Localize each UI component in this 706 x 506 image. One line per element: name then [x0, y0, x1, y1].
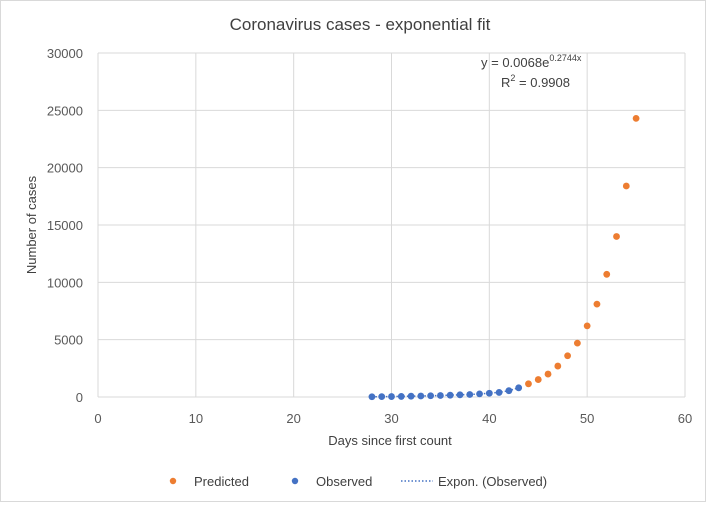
x-tick-label: 20	[286, 411, 300, 426]
r2-prefix: R	[501, 75, 510, 90]
point-observed	[388, 393, 395, 400]
y-tick-label: 15000	[47, 218, 83, 233]
point-observed	[495, 389, 503, 396]
r2-power: 2	[510, 73, 515, 83]
y-tick-label: 20000	[47, 161, 83, 176]
point-predicted	[593, 300, 601, 308]
legend-marker-observed	[291, 477, 299, 485]
y-axis-ticks: 0 5000 10000 15000 20000 25000 30000	[47, 46, 83, 405]
chart-title: Coronavirus cases - exponential fit	[230, 15, 491, 34]
point-observed	[407, 392, 415, 400]
point-predicted	[603, 270, 611, 278]
equation-prefix: y = 0.0068e	[481, 55, 549, 70]
point-observed	[476, 390, 483, 398]
point-observed	[368, 393, 376, 401]
point-predicted	[525, 380, 532, 388]
point-observed	[437, 392, 444, 399]
point-observed	[427, 392, 435, 400]
point-predicted	[573, 339, 581, 347]
x-tick-label: 10	[189, 411, 203, 426]
point-observed	[397, 393, 405, 400]
x-tick-label: 0	[94, 411, 101, 426]
point-predicted	[583, 322, 591, 330]
point-observed	[505, 387, 513, 395]
point-observed	[515, 384, 523, 392]
point-predicted	[544, 370, 552, 378]
point-predicted	[632, 114, 640, 122]
y-tick-label: 25000	[47, 103, 83, 118]
y-axis-label: Number of cases	[24, 175, 39, 274]
x-tick-label: 40	[482, 411, 496, 426]
x-axis-label: Days since first count	[328, 433, 452, 448]
x-tick-label: 30	[384, 411, 398, 426]
point-predicted	[564, 352, 571, 360]
trendline-equation-text: y = 0.0068e0.2744x	[481, 53, 582, 70]
data-points	[368, 114, 640, 401]
legend: Predicted Observed Expon. (Observed)	[169, 474, 547, 489]
r2-value: = 0.9908	[515, 75, 570, 90]
point-observed	[466, 391, 474, 398]
trendline-equation: y = 0.0068e0.2744x R2 = 0.9908	[481, 53, 582, 90]
legend-label-predicted: Predicted	[194, 474, 249, 489]
y-tick-label: 10000	[47, 275, 83, 290]
point-predicted	[534, 376, 542, 383]
point-observed	[417, 392, 425, 400]
point-predicted	[622, 182, 630, 190]
equation-exponent: 0.2744x	[549, 53, 582, 63]
x-axis-ticks: 0 10 20 30 40 50 60	[94, 411, 692, 426]
x-tick-label: 50	[580, 411, 594, 426]
y-tick-label: 30000	[47, 46, 83, 61]
legend-label-observed: Observed	[316, 474, 372, 489]
legend-marker-predicted	[169, 477, 177, 485]
point-predicted	[554, 362, 562, 370]
point-predicted	[613, 233, 620, 240]
point-observed	[456, 391, 464, 399]
point-observed	[446, 391, 454, 399]
y-tick-label: 5000	[54, 333, 83, 348]
trendline-group	[371, 387, 519, 398]
trendline-r-squared: R2 = 0.9908	[501, 73, 570, 90]
y-tick-label: 0	[76, 390, 83, 405]
legend-label-trendline: Expon. (Observed)	[438, 474, 547, 489]
x-tick-label: 60	[678, 411, 692, 426]
gridlines	[97, 52, 686, 398]
trendline-path	[371, 387, 519, 398]
point-observed	[378, 393, 386, 401]
point-observed	[485, 389, 493, 397]
